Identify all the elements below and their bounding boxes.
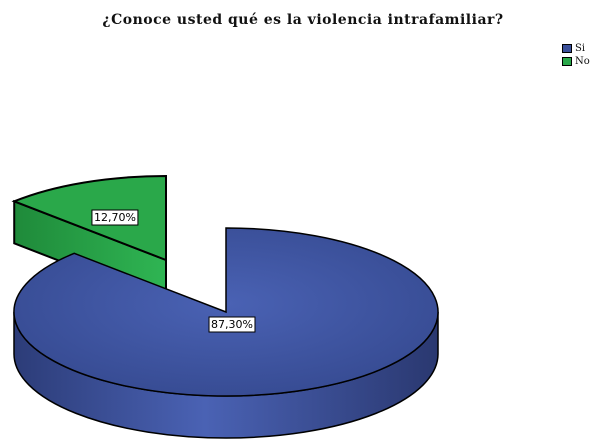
data-label-no: 12,70% [91, 209, 139, 226]
legend-label-no: No [575, 56, 590, 67]
slice-si [13, 227, 439, 439]
legend-swatch-no [562, 57, 572, 66]
slice-si-top [13, 227, 439, 397]
chart-title: ¿Conoce usted qué es la violencia intraf… [102, 12, 504, 28]
legend-label-si: Si [575, 43, 586, 54]
svg-text:12,70%: 12,70% [94, 211, 136, 224]
legend-item-si: Si [562, 42, 590, 55]
slice-no-top [11, 174, 167, 262]
legend-swatch-si [562, 44, 572, 53]
svg-text:87,30%: 87,30% [211, 318, 253, 331]
legend-item-no: No [562, 55, 590, 68]
data-label-si: 87,30% [208, 316, 256, 333]
legend: Si No [562, 42, 590, 68]
